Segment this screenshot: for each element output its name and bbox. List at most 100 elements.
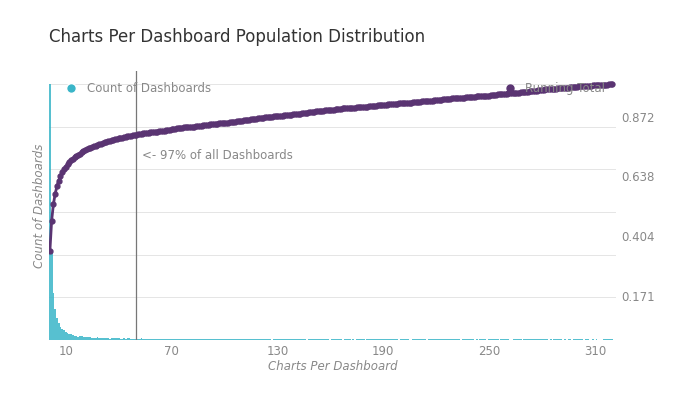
Bar [338, 339, 340, 340]
Bar [403, 339, 405, 340]
Bar [289, 339, 290, 340]
Bar [215, 339, 216, 340]
Bar [326, 339, 328, 340]
Bar [458, 339, 460, 340]
Bar [470, 339, 473, 340]
Bar [502, 339, 504, 340]
Bar [483, 339, 484, 340]
Bar [423, 339, 425, 340]
Bar [304, 339, 307, 340]
Bar [70, 335, 72, 340]
Bar [257, 339, 259, 340]
Bar [77, 337, 79, 340]
Bar [419, 339, 421, 340]
Bar [225, 339, 227, 340]
Bar [273, 339, 274, 340]
Bar [433, 339, 435, 340]
Bar [167, 339, 169, 340]
Bar [256, 339, 257, 340]
Bar [377, 339, 379, 340]
Bar [439, 339, 440, 340]
Bar [52, 293, 55, 340]
Bar [335, 339, 337, 340]
Bar [568, 339, 569, 340]
Bar [527, 339, 528, 340]
Bar [132, 339, 134, 340]
Bar [55, 309, 56, 340]
Bar [137, 339, 139, 340]
Bar [146, 339, 148, 340]
Bar [389, 339, 391, 340]
Bar [270, 339, 271, 340]
Bar [368, 339, 370, 340]
Bar [84, 337, 86, 340]
Bar [437, 339, 439, 340]
Bar [199, 339, 201, 340]
Legend: Running Total: Running Total [494, 77, 610, 100]
Bar [125, 339, 127, 340]
Bar [135, 339, 137, 340]
Bar [51, 252, 52, 340]
Bar [107, 338, 109, 340]
Bar [90, 337, 91, 340]
Bar [333, 339, 335, 340]
Bar [74, 336, 76, 340]
Bar [513, 339, 514, 340]
Bar [531, 339, 532, 340]
Bar [104, 338, 106, 340]
Bar [100, 338, 102, 340]
Bar [612, 339, 613, 340]
Bar [80, 337, 83, 340]
Bar [236, 339, 238, 340]
Bar [435, 339, 437, 340]
Bar [238, 339, 239, 340]
Bar [391, 339, 393, 340]
Bar [287, 339, 289, 340]
Bar [120, 339, 121, 340]
Bar [266, 339, 267, 340]
Bar [222, 339, 223, 340]
Bar [66, 333, 69, 340]
Bar [72, 335, 74, 340]
Bar [164, 339, 165, 340]
Bar [491, 339, 494, 340]
Bar [534, 339, 536, 340]
Bar [69, 334, 70, 340]
Bar [446, 339, 447, 340]
Bar [79, 336, 81, 340]
Bar [393, 339, 395, 340]
X-axis label: Charts Per Dashboard: Charts Per Dashboard [267, 360, 398, 373]
Bar [62, 329, 63, 340]
Bar [134, 339, 135, 340]
Bar [241, 339, 243, 340]
Bar [229, 339, 231, 340]
Bar [418, 339, 419, 340]
Bar [267, 339, 270, 340]
Bar [337, 339, 338, 340]
Bar [414, 339, 416, 340]
Bar [546, 339, 548, 340]
Bar [151, 339, 153, 340]
Bar [174, 339, 176, 340]
Bar [580, 339, 582, 340]
Bar [463, 339, 466, 340]
Bar [476, 339, 477, 340]
Bar [60, 327, 62, 340]
Bar [213, 339, 215, 340]
Bar [467, 339, 469, 340]
Bar [63, 330, 65, 340]
Bar [592, 339, 594, 340]
Bar [274, 339, 277, 340]
Bar [158, 339, 160, 340]
Bar [95, 338, 97, 340]
Bar [608, 339, 610, 340]
Legend: Count of Dashboards: Count of Dashboards [55, 77, 216, 100]
Bar [231, 339, 232, 340]
Bar [308, 339, 310, 340]
Bar [345, 339, 347, 340]
Bar [232, 339, 234, 340]
Bar [564, 339, 566, 340]
Bar [106, 338, 107, 340]
Bar [88, 337, 90, 340]
Bar [155, 339, 157, 340]
